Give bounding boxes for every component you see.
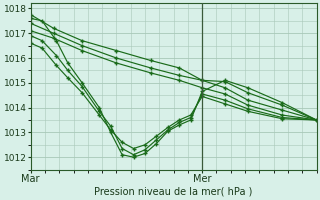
- X-axis label: Pression niveau de la mer( hPa ): Pression niveau de la mer( hPa ): [94, 187, 253, 197]
